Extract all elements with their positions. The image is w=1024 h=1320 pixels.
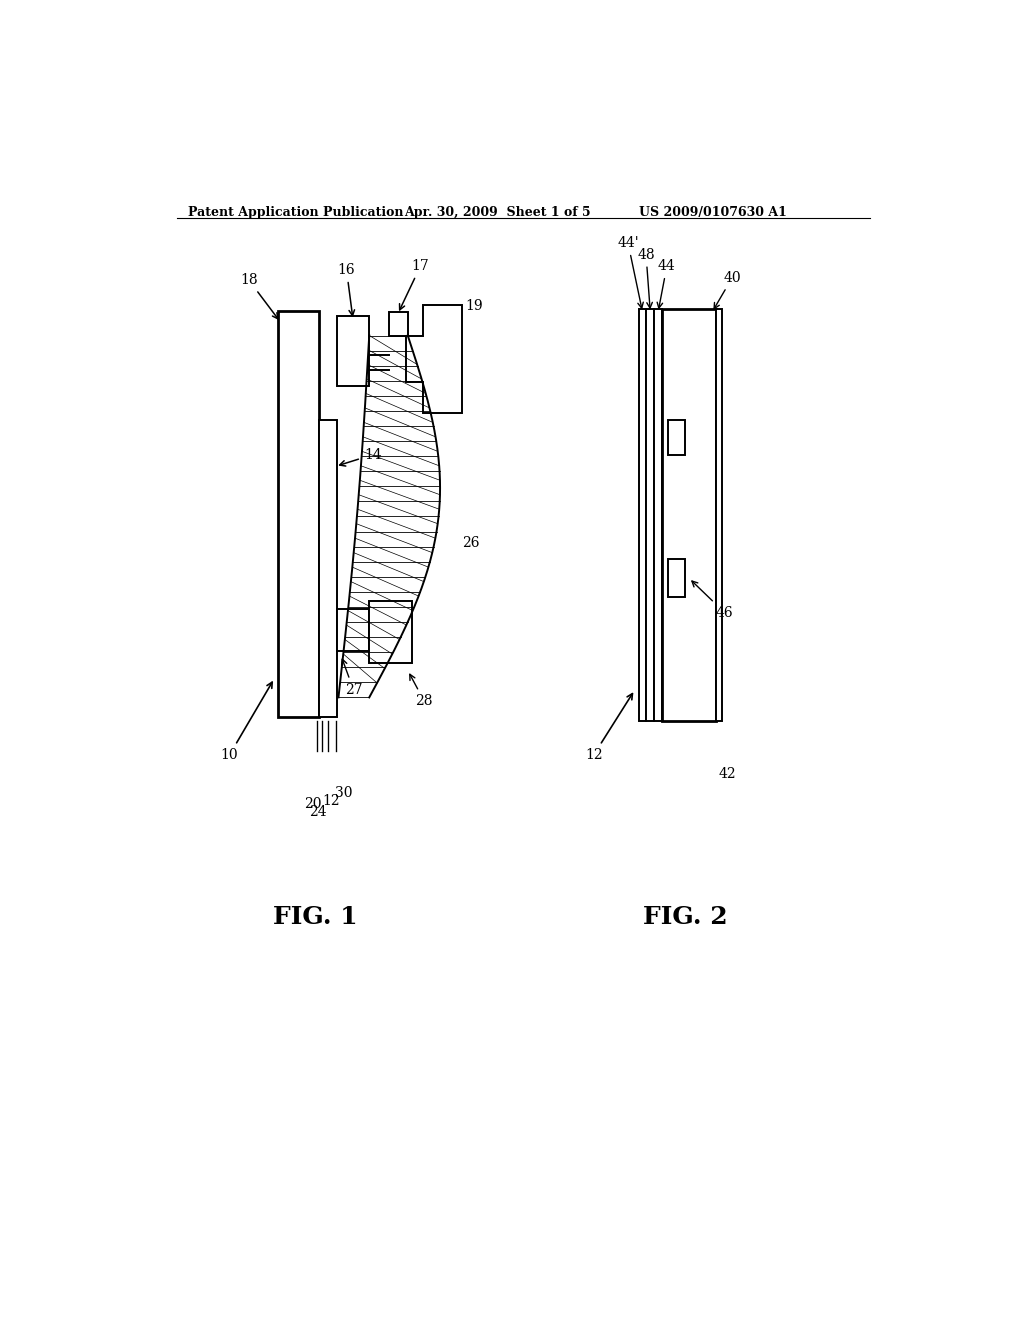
Text: 40: 40 [714,271,741,309]
Text: 14: 14 [340,447,382,466]
Text: 42: 42 [719,767,736,780]
Bar [646,309,654,721]
Text: 18: 18 [240,273,278,319]
Polygon shape [407,305,462,412]
Text: 10: 10 [220,682,272,762]
Text: 12: 12 [585,693,633,762]
Text: 44': 44' [617,236,643,308]
Text: 46: 46 [692,581,733,619]
Text: 12: 12 [322,793,340,808]
Text: 17: 17 [399,259,429,310]
Text: 48: 48 [637,248,654,308]
Text: 19: 19 [466,298,483,313]
Bar [716,309,722,721]
Bar [654,309,662,721]
Bar [639,309,646,721]
Bar [337,609,370,651]
Bar [668,420,685,455]
Text: 20: 20 [304,797,322,812]
Text: 26: 26 [462,536,479,549]
Text: 44: 44 [657,259,676,308]
Text: FIG. 2: FIG. 2 [643,906,727,929]
Text: FIG. 1: FIG. 1 [273,906,357,929]
Text: 16: 16 [338,263,355,315]
Text: 28: 28 [410,675,433,708]
Text: 24: 24 [309,805,327,820]
Text: 27: 27 [342,659,362,697]
Bar [370,601,412,663]
Text: Patent Application Publication: Patent Application Publication [188,206,403,219]
Bar [319,420,337,717]
Text: US 2009/0107630 A1: US 2009/0107630 A1 [639,206,786,219]
Text: Apr. 30, 2009  Sheet 1 of 5: Apr. 30, 2009 Sheet 1 of 5 [403,206,591,219]
Bar [668,558,685,598]
Bar [279,312,319,717]
Bar [662,309,716,721]
Bar [388,313,408,335]
Bar [337,317,370,385]
Text: 30: 30 [335,785,352,800]
